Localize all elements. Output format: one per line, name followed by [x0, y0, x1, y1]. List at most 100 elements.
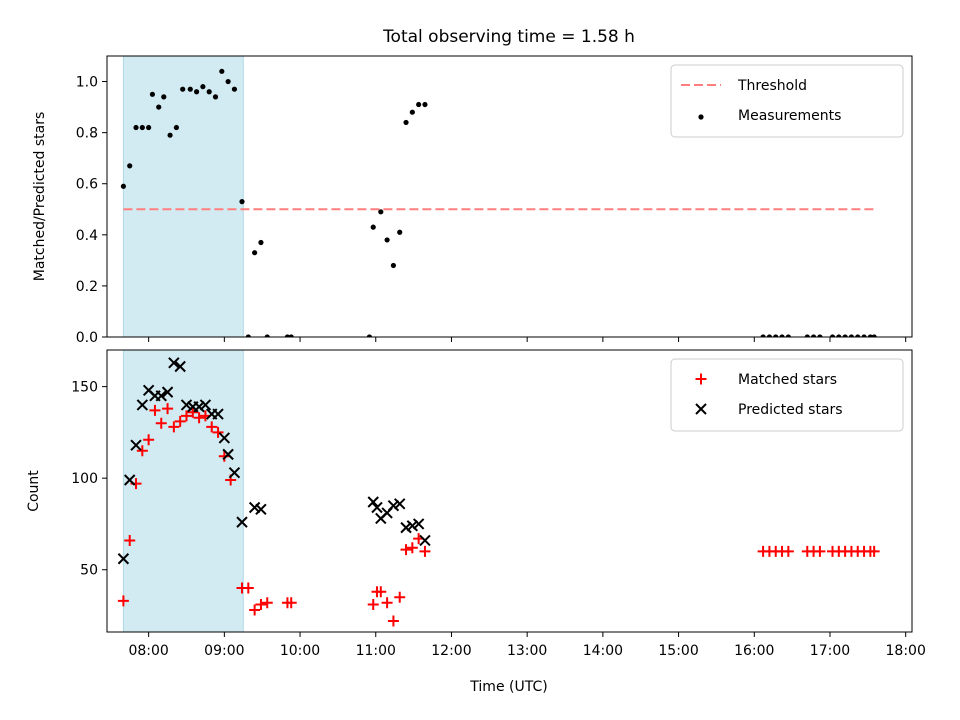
matched-stars-point	[814, 545, 826, 557]
predicted-stars-point	[193, 401, 205, 413]
legend-label: Matched stars	[738, 372, 837, 388]
measurement-point	[779, 334, 785, 337]
measurement-point	[366, 334, 373, 337]
measurement-point	[264, 334, 270, 337]
measurement-point	[139, 124, 145, 131]
predicted-stars-point	[180, 399, 193, 411]
measurement-point	[817, 334, 823, 337]
matched-stars-point	[168, 421, 180, 433]
measurement-point	[231, 86, 238, 92]
measurement-point	[120, 183, 127, 189]
matched-stars-point	[149, 404, 161, 416]
predicted-stars-point	[236, 516, 248, 528]
measurement-point	[390, 262, 397, 269]
x-tick-label: 13:00	[507, 643, 547, 659]
predicted-stars-point	[222, 448, 234, 461]
measurement-point	[785, 334, 791, 337]
predicted-stars-point	[124, 474, 136, 486]
matched-stars-point	[187, 406, 199, 418]
matched-stars-point	[255, 599, 267, 611]
measurement-point	[146, 124, 152, 131]
measurement-point	[848, 334, 855, 337]
measurement-point	[180, 86, 186, 92]
x-tick-label: 11:00	[356, 643, 396, 659]
matched-stars-point	[212, 426, 224, 438]
measurement-point	[239, 199, 245, 205]
x-tick-label: 15:00	[658, 643, 698, 659]
measurement-point	[370, 224, 376, 230]
y-axis-label: Matched/Predicted stars	[32, 112, 48, 282]
matched-stars-point	[782, 545, 794, 557]
predicted-stars-point	[412, 518, 425, 530]
matched-stars-point	[218, 450, 230, 462]
matched-stars-point	[381, 597, 393, 609]
measurement-point	[187, 86, 193, 92]
matched-stars-point	[375, 586, 387, 598]
matched-stars-point	[419, 545, 431, 557]
axes-frame	[106, 349, 913, 633]
predicted-stars-point	[371, 501, 383, 514]
measurement-point	[855, 334, 861, 337]
predicted-stars-point	[394, 498, 406, 510]
measurement-point	[416, 101, 422, 108]
y-tick-label: 0.4	[76, 228, 98, 244]
matched-stars-point	[162, 403, 174, 415]
legend-box	[670, 358, 904, 432]
y-tick-label: 50	[80, 563, 98, 579]
measurement-point	[156, 104, 162, 110]
y-tick-label: 0.0	[76, 330, 98, 346]
matched-stars-point	[180, 410, 192, 422]
measurement-point	[422, 101, 428, 108]
measurement-point	[173, 124, 179, 131]
measurement-point	[200, 84, 206, 90]
data-points-count	[117, 357, 880, 627]
measurement-point	[861, 334, 867, 337]
measurement-point	[397, 229, 403, 235]
measurement-point	[193, 89, 200, 95]
matched-stars-point	[249, 604, 261, 616]
measurement-point	[252, 250, 258, 256]
measurement-point	[842, 334, 848, 337]
x-tick-label: 12:00	[431, 643, 471, 659]
measurement-point	[871, 334, 877, 337]
predicted-stars-point	[155, 390, 167, 402]
matched-stars-point	[193, 412, 205, 424]
x-tick-label: 08:00	[128, 643, 168, 659]
measurement-point	[810, 334, 817, 337]
measurement-point	[384, 237, 390, 243]
top-panel: 0.0 0.2 0.4 0.6 0.8 1.0 Matched/Predicted star…	[32, 55, 913, 346]
matched-stars-point	[155, 417, 167, 429]
legend-label: Measurements	[738, 108, 841, 124]
predicted-stars-point	[255, 503, 267, 516]
matched-stars-point	[868, 545, 880, 557]
x-tick-label: 18:00	[886, 643, 926, 659]
predicted-stars-point	[400, 521, 412, 534]
legend: Matched stars Predicted stars	[670, 358, 904, 432]
axes-frame	[106, 55, 913, 338]
predicted-stars-point	[161, 386, 174, 398]
x-axis-label: Time (UTC)	[469, 679, 547, 695]
measurement-point	[127, 163, 133, 169]
measurement-point	[804, 334, 810, 337]
y-tick-label: 0.8	[76, 126, 98, 142]
observing-span	[122, 349, 244, 633]
matched-stars-point	[117, 595, 129, 607]
y-tick-label: 1.0	[76, 75, 98, 91]
measurement-point	[258, 239, 264, 246]
bottom-panel: 50 100 150 08:00 09:00 10:00 11:00 12:00 13:00 14…	[26, 349, 926, 659]
matched-stars-point	[285, 597, 297, 609]
legend-handle-measurements	[698, 114, 704, 120]
measurement-point	[212, 94, 219, 100]
measurement-point	[167, 132, 173, 138]
y-tick-label: 100	[71, 471, 98, 487]
x-tick-label: 17:00	[810, 643, 850, 659]
matched-stars-point	[406, 542, 418, 554]
predicted-stars-point	[117, 553, 130, 565]
matched-stars-point	[387, 615, 399, 627]
predicted-stars-point	[228, 466, 241, 479]
legend-handle-matched	[695, 373, 707, 385]
measurement-point	[245, 334, 251, 337]
predicted-stars-point	[218, 432, 231, 444]
predicted-stars-point	[168, 357, 180, 369]
